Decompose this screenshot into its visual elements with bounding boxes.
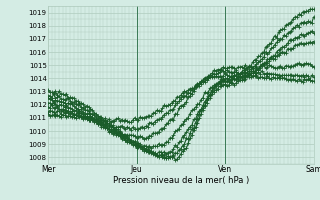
X-axis label: Pression niveau de la mer( hPa ): Pression niveau de la mer( hPa ) [113,176,249,185]
